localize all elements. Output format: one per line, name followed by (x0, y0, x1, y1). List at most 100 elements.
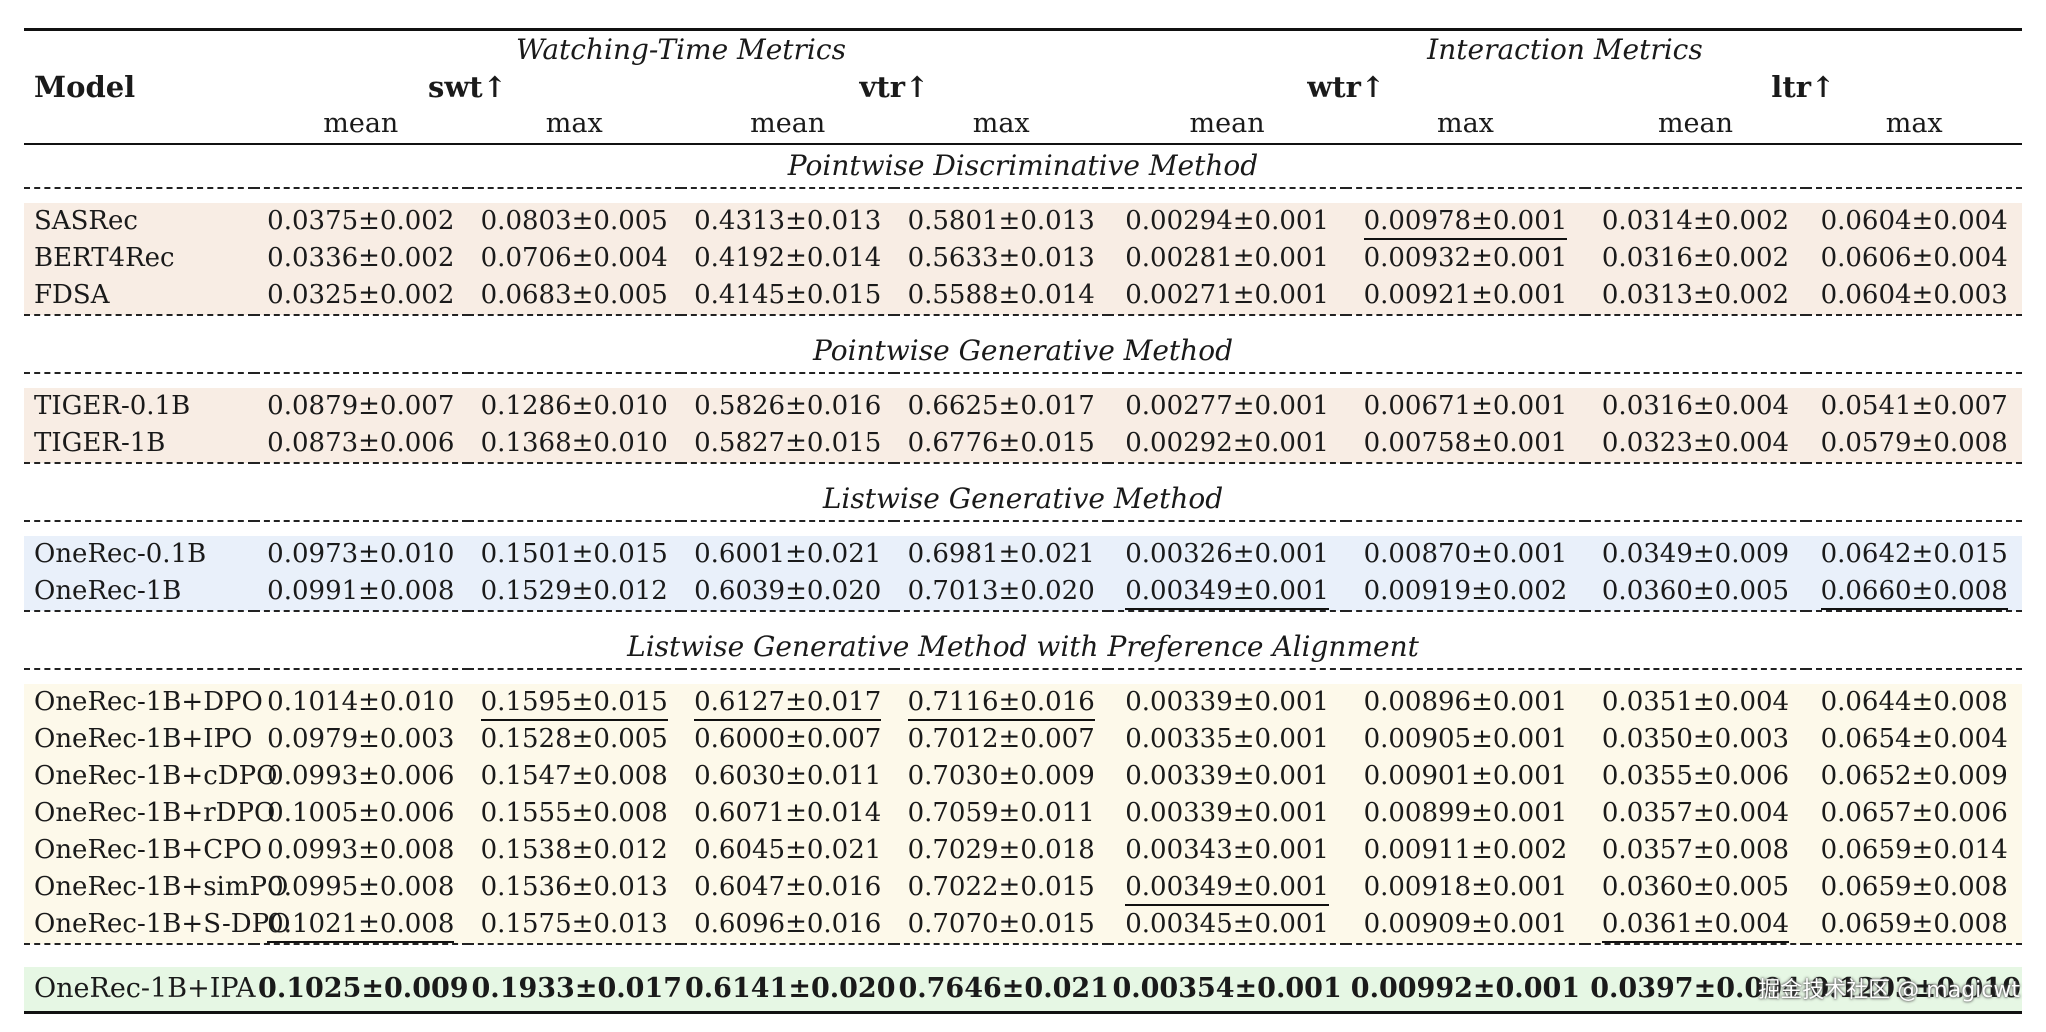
metric-cell: 0.0657±0.006 (1806, 795, 2022, 832)
metric-cell: 0.0350±0.003 (1584, 721, 1807, 758)
table-row: OneRec-1B+DPO 0.1014±0.010 0.1595±0.015 0.6… (24, 684, 2022, 721)
top-rule (24, 28, 2022, 32)
metric-cell: 0.00978±0.001 (1346, 203, 1585, 240)
metric-cell: 0.0973±0.010 (254, 536, 468, 573)
metric-value: 0.0660±0.008 (1820, 576, 2008, 610)
table-row: OneRec-1B 0.0991±0.008 0.1529±0.012 0.6039±… (24, 573, 2022, 611)
metric-cell: 0.7013±0.020 (894, 573, 1108, 611)
metric-vtr: vtr↑ (859, 70, 930, 104)
metric-value: 0.00271±0.001 (1125, 280, 1329, 310)
dashed-rule (24, 943, 2022, 959)
metric-cell-best: 0.00992±0.001 (1346, 967, 1585, 1013)
metric-cell: 0.0659±0.008 (1806, 869, 2022, 906)
metric-value: 0.5633±0.013 (907, 243, 1095, 273)
metric-value: 0.0357±0.004 (1601, 798, 1790, 828)
metric-value: 0.7646±0.021 (898, 973, 1109, 1004)
model-name: OneRec-1B+cDPO (24, 758, 277, 795)
model-column-header: Model (34, 70, 136, 104)
stat-label: mean (323, 108, 399, 139)
metric-value: 0.00339±0.001 (1125, 798, 1329, 828)
metric-cell: 0.1368±0.010 (467, 425, 681, 463)
metric-cell: 0.1595±0.015 (467, 684, 681, 721)
metric-cell: 0.00339±0.001 (1107, 795, 1347, 832)
metric-value: 0.1538±0.012 (480, 835, 668, 865)
metric-value: 0.0349±0.009 (1601, 539, 1790, 569)
metric-value: 0.6047±0.016 (694, 872, 882, 902)
metric-value: 0.00918±0.001 (1363, 872, 1568, 902)
metric-value: 0.0316±0.004 (1601, 391, 1790, 421)
metric-value: 0.6030±0.011 (694, 761, 882, 791)
stat-label: mean (750, 108, 826, 139)
metric-value: 0.5826±0.016 (694, 391, 882, 421)
metric-cell: 0.00671±0.001 (1346, 388, 1585, 425)
group-watching-time: Watching-Time Metrics (516, 33, 846, 66)
metric-cell: 0.6047±0.016 (680, 869, 895, 906)
metric-cell: 0.0659±0.014 (1806, 832, 2022, 869)
metric-value: 0.1286±0.010 (480, 391, 668, 421)
table-row: OneRec-1B+S-DPO 0.1021±0.008 0.1575±0.013 0… (24, 906, 2022, 944)
metric-value: 0.00978±0.001 (1363, 206, 1568, 240)
section-title-row: Pointwise Generative Method (24, 330, 2022, 373)
metric-value: 0.00343±0.001 (1125, 835, 1329, 865)
metric-value: 0.0642±0.015 (1820, 539, 2008, 569)
metric-value: 0.0873±0.006 (267, 428, 455, 458)
section-title-row: Pointwise Discriminative Method (24, 145, 2022, 188)
metric-cell: 0.00345±0.001 (1107, 906, 1347, 944)
metric-value: 0.0979±0.003 (267, 724, 455, 754)
metric-value: 0.6096±0.016 (694, 909, 882, 939)
metric-cell: 0.00921±0.001 (1346, 277, 1585, 315)
metric-cell: 0.0979±0.003 (254, 721, 468, 758)
metric-value: 0.0355±0.006 (1601, 761, 1790, 791)
model-name: OneRec-0.1B (24, 536, 255, 573)
metric-value: 0.0683±0.005 (480, 280, 668, 310)
metric-value: 0.0991±0.008 (267, 576, 455, 606)
group-interaction: Interaction Metrics (1427, 33, 1703, 66)
metric-value: 0.0993±0.006 (267, 761, 455, 791)
metric-cell: 0.00901±0.001 (1346, 758, 1585, 795)
metric-value: 0.0316±0.002 (1601, 243, 1790, 273)
metric-cell: 0.7059±0.011 (894, 795, 1108, 832)
table-row: TIGER-0.1B 0.0879±0.007 0.1286±0.010 0.5826… (24, 388, 2022, 425)
metric-cell: 0.0993±0.006 (254, 758, 468, 795)
metric-cell: 0.0991±0.008 (254, 573, 468, 611)
metric-cell: 0.00343±0.001 (1107, 832, 1347, 869)
metric-value: 0.7059±0.011 (907, 798, 1095, 828)
metric-cell: 0.0642±0.015 (1806, 536, 2022, 573)
metric-cell: 0.0351±0.004 (1584, 684, 1807, 721)
metric-cell: 0.00905±0.001 (1346, 721, 1585, 758)
model-name: OneRec-1B+IPA (24, 967, 256, 1013)
metric-value: 0.4313±0.013 (694, 206, 882, 236)
metric-cell: 0.00870±0.001 (1346, 536, 1585, 573)
metric-value: 0.0361±0.004 (1601, 909, 1790, 943)
metric-value: 0.0314±0.002 (1601, 206, 1790, 236)
metric-value: 0.7070±0.015 (907, 909, 1095, 939)
metric-cell: 0.0644±0.008 (1806, 684, 2022, 721)
metric-value: 0.00671±0.001 (1363, 391, 1568, 421)
metric-cell: 0.1005±0.006 (254, 795, 468, 832)
dashed-rule (24, 462, 2022, 478)
model-name: OneRec-1B+IPO (24, 721, 255, 758)
metric-cell: 0.0316±0.004 (1584, 388, 1807, 425)
metric-value: 0.1555±0.008 (480, 798, 668, 828)
metric-value: 0.00909±0.001 (1363, 909, 1568, 939)
metric-value: 0.0654±0.004 (1820, 724, 2008, 754)
metric-cell: 0.1547±0.008 (467, 758, 681, 795)
metric-value: 0.0360±0.005 (1601, 872, 1790, 902)
metric-cell: 0.7116±0.016 (894, 684, 1108, 721)
metric-value: 0.1528±0.005 (480, 724, 668, 754)
metric-cell: 0.0706±0.004 (467, 240, 681, 277)
metric-value: 0.0879±0.007 (267, 391, 455, 421)
metric-swt: swt↑ (428, 70, 508, 104)
metric-cell: 0.6030±0.011 (680, 758, 895, 795)
metric-cell: 0.00281±0.001 (1107, 240, 1347, 277)
metric-value: 0.6045±0.021 (694, 835, 882, 865)
model-name: OneRec-1B (24, 573, 255, 611)
stat-label: mean (1657, 108, 1734, 139)
metric-value: 0.0375±0.002 (267, 206, 455, 236)
model-name: BERT4Rec (24, 240, 255, 277)
metric-value: 0.0659±0.014 (1820, 835, 2008, 865)
metric-cell: 0.5827±0.015 (680, 425, 895, 463)
section-title: Pointwise Generative Method (813, 334, 1233, 367)
metric-value: 0.00349±0.001 (1125, 872, 1329, 906)
metric-cell: 0.00277±0.001 (1107, 388, 1347, 425)
